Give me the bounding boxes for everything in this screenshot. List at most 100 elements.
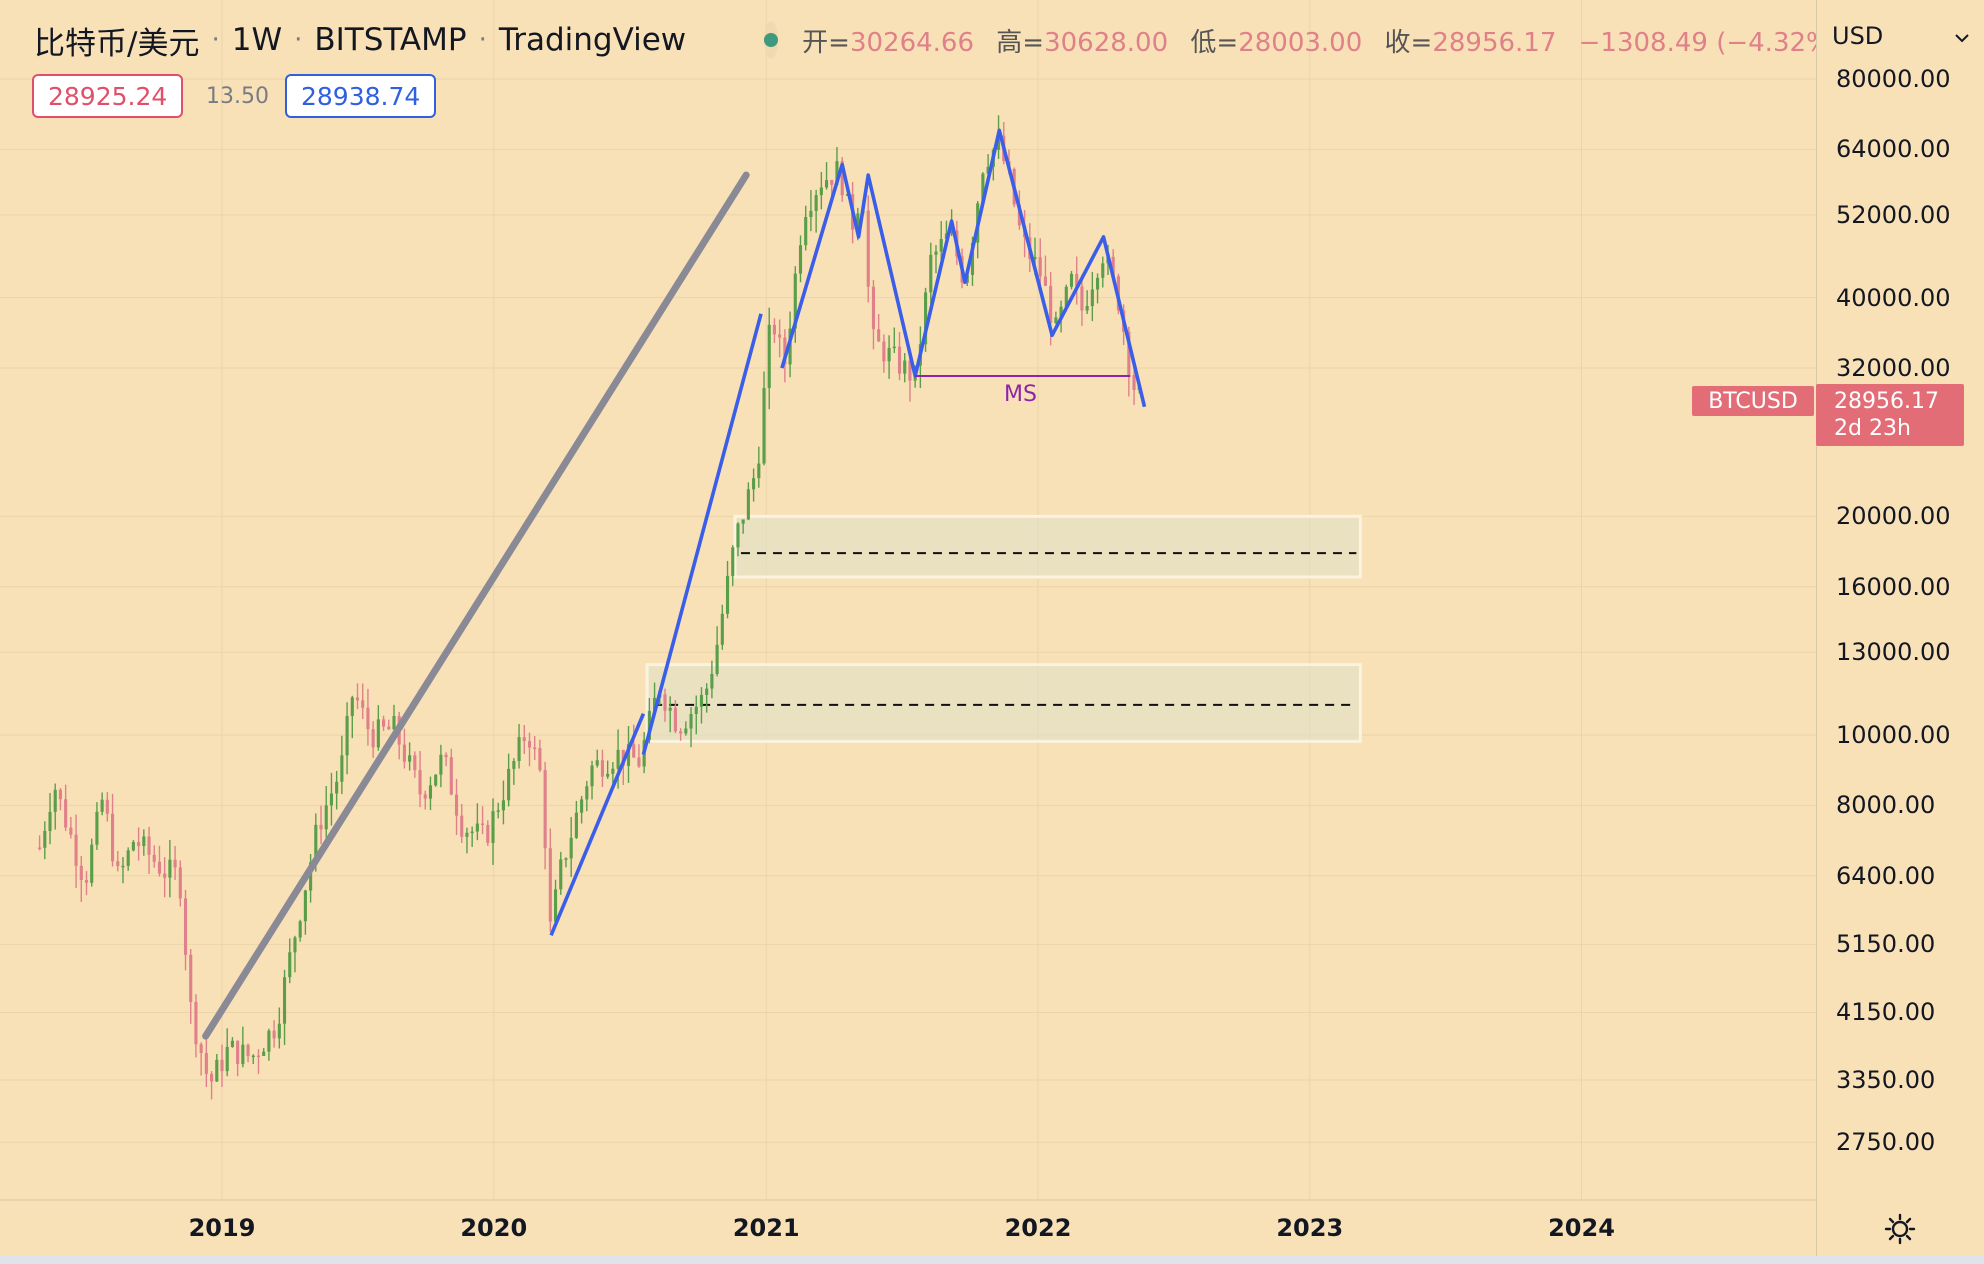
candle-body <box>230 1040 234 1047</box>
candle-body <box>371 729 375 748</box>
candle-body <box>199 1044 203 1053</box>
candle-body <box>527 741 532 748</box>
candle-body <box>64 799 68 828</box>
candle-body <box>470 831 474 834</box>
candle-body <box>408 755 412 762</box>
price-axis[interactable] <box>1816 0 1984 1264</box>
candle-body <box>1038 257 1042 277</box>
x-tick-label: 2023 <box>1276 1214 1344 1242</box>
support-zones <box>645 514 1362 743</box>
candle-body <box>79 865 83 881</box>
candle-body <box>512 761 516 769</box>
buy-button[interactable]: 28938.74 <box>285 74 437 118</box>
interval-label[interactable]: 1W <box>231 22 283 58</box>
candle-body <box>215 1059 219 1082</box>
candle-body <box>970 242 975 275</box>
y-tick-label: 40000.00 <box>1836 283 1951 312</box>
candle-body <box>121 865 125 868</box>
x-tick-label: 2020 <box>460 1214 528 1242</box>
candle-body <box>110 813 115 862</box>
candle-body <box>1101 263 1105 278</box>
candle-body <box>298 921 302 938</box>
candle-body <box>251 1055 255 1058</box>
candle-body <box>1033 257 1037 259</box>
last-price-tag: 28956.17 2d 23h <box>1816 384 1964 446</box>
settings-icon[interactable] <box>1883 1212 1917 1246</box>
candle-body <box>673 707 677 732</box>
candle-body <box>236 1040 240 1065</box>
last-price-value: 28956.17 <box>1834 389 1939 414</box>
sell-button[interactable]: 28925.24 <box>32 74 184 118</box>
currency-selector[interactable]: USD <box>1832 22 1884 50</box>
candle-body <box>1064 286 1068 307</box>
candle-body <box>501 800 505 811</box>
candle-body <box>725 575 730 614</box>
candle-body <box>814 195 818 211</box>
sep-dot: · <box>211 25 220 55</box>
candle-body <box>1043 276 1048 286</box>
high-label: 高= <box>996 27 1045 58</box>
candle-body <box>387 726 391 730</box>
trend-line-blue <box>780 128 1147 408</box>
candle-body <box>924 292 928 345</box>
candle-body <box>381 719 386 727</box>
candle-body <box>877 329 881 342</box>
candle-body <box>126 850 130 866</box>
y-tick-label: 13000.00 <box>1836 638 1951 667</box>
candle-body <box>1095 277 1100 290</box>
candle-body <box>1132 374 1136 391</box>
candle-body <box>147 836 151 855</box>
candle-body <box>100 799 104 812</box>
candle-body <box>486 824 490 843</box>
candle-body <box>444 754 448 758</box>
chart-header: 比特币/美元 · 1W · BITSTAMP · TradingView 开=3… <box>0 0 1841 80</box>
candle-body <box>1075 273 1079 287</box>
candle-body <box>303 890 307 922</box>
candle-body <box>173 859 177 868</box>
ms-label: MS <box>1004 382 1037 407</box>
symbol-title[interactable]: 比特币/美元 <box>34 25 200 62</box>
candle-body <box>423 794 427 799</box>
y-tick-label: 20000.00 <box>1836 502 1951 531</box>
candle-body <box>449 757 453 795</box>
candle-body <box>210 1073 214 1082</box>
candle-body <box>996 135 1001 150</box>
candle-body <box>824 180 829 188</box>
candle-body <box>574 812 578 838</box>
candle-body <box>256 1055 261 1058</box>
y-tick-label: 16000.00 <box>1836 572 1951 601</box>
candle-body <box>183 898 188 955</box>
candle-body <box>564 858 568 860</box>
x-tick-label: 2022 <box>1004 1214 1072 1242</box>
candle-body <box>137 842 141 846</box>
candle-body <box>324 805 328 830</box>
candle-body <box>43 830 47 848</box>
candle-body <box>762 387 766 464</box>
candle-body <box>819 187 823 196</box>
candle-body <box>69 827 73 835</box>
candle-body <box>491 811 495 843</box>
candle-body <box>1049 285 1053 323</box>
y-tick-label: 6400.00 <box>1836 861 1936 890</box>
candle-body <box>434 774 438 786</box>
chevron-down-icon[interactable] <box>1954 30 1970 46</box>
candle-body <box>428 785 433 799</box>
candle-body <box>793 273 797 329</box>
candle-body <box>752 478 756 490</box>
candle-body <box>804 217 808 246</box>
support-zone <box>645 663 1362 743</box>
candle-body <box>882 341 886 362</box>
candle-body <box>835 161 839 185</box>
candle-body <box>465 832 469 837</box>
candle-body <box>1080 286 1084 311</box>
candle-body <box>871 286 876 330</box>
candle-body <box>178 867 182 899</box>
trend-line-blue <box>641 313 763 755</box>
candle-body <box>606 773 610 777</box>
candle-body <box>194 1002 198 1045</box>
candle-body <box>309 862 313 891</box>
candle-body <box>454 794 459 816</box>
candle-body <box>715 644 719 674</box>
sep-dot: · <box>294 25 303 55</box>
